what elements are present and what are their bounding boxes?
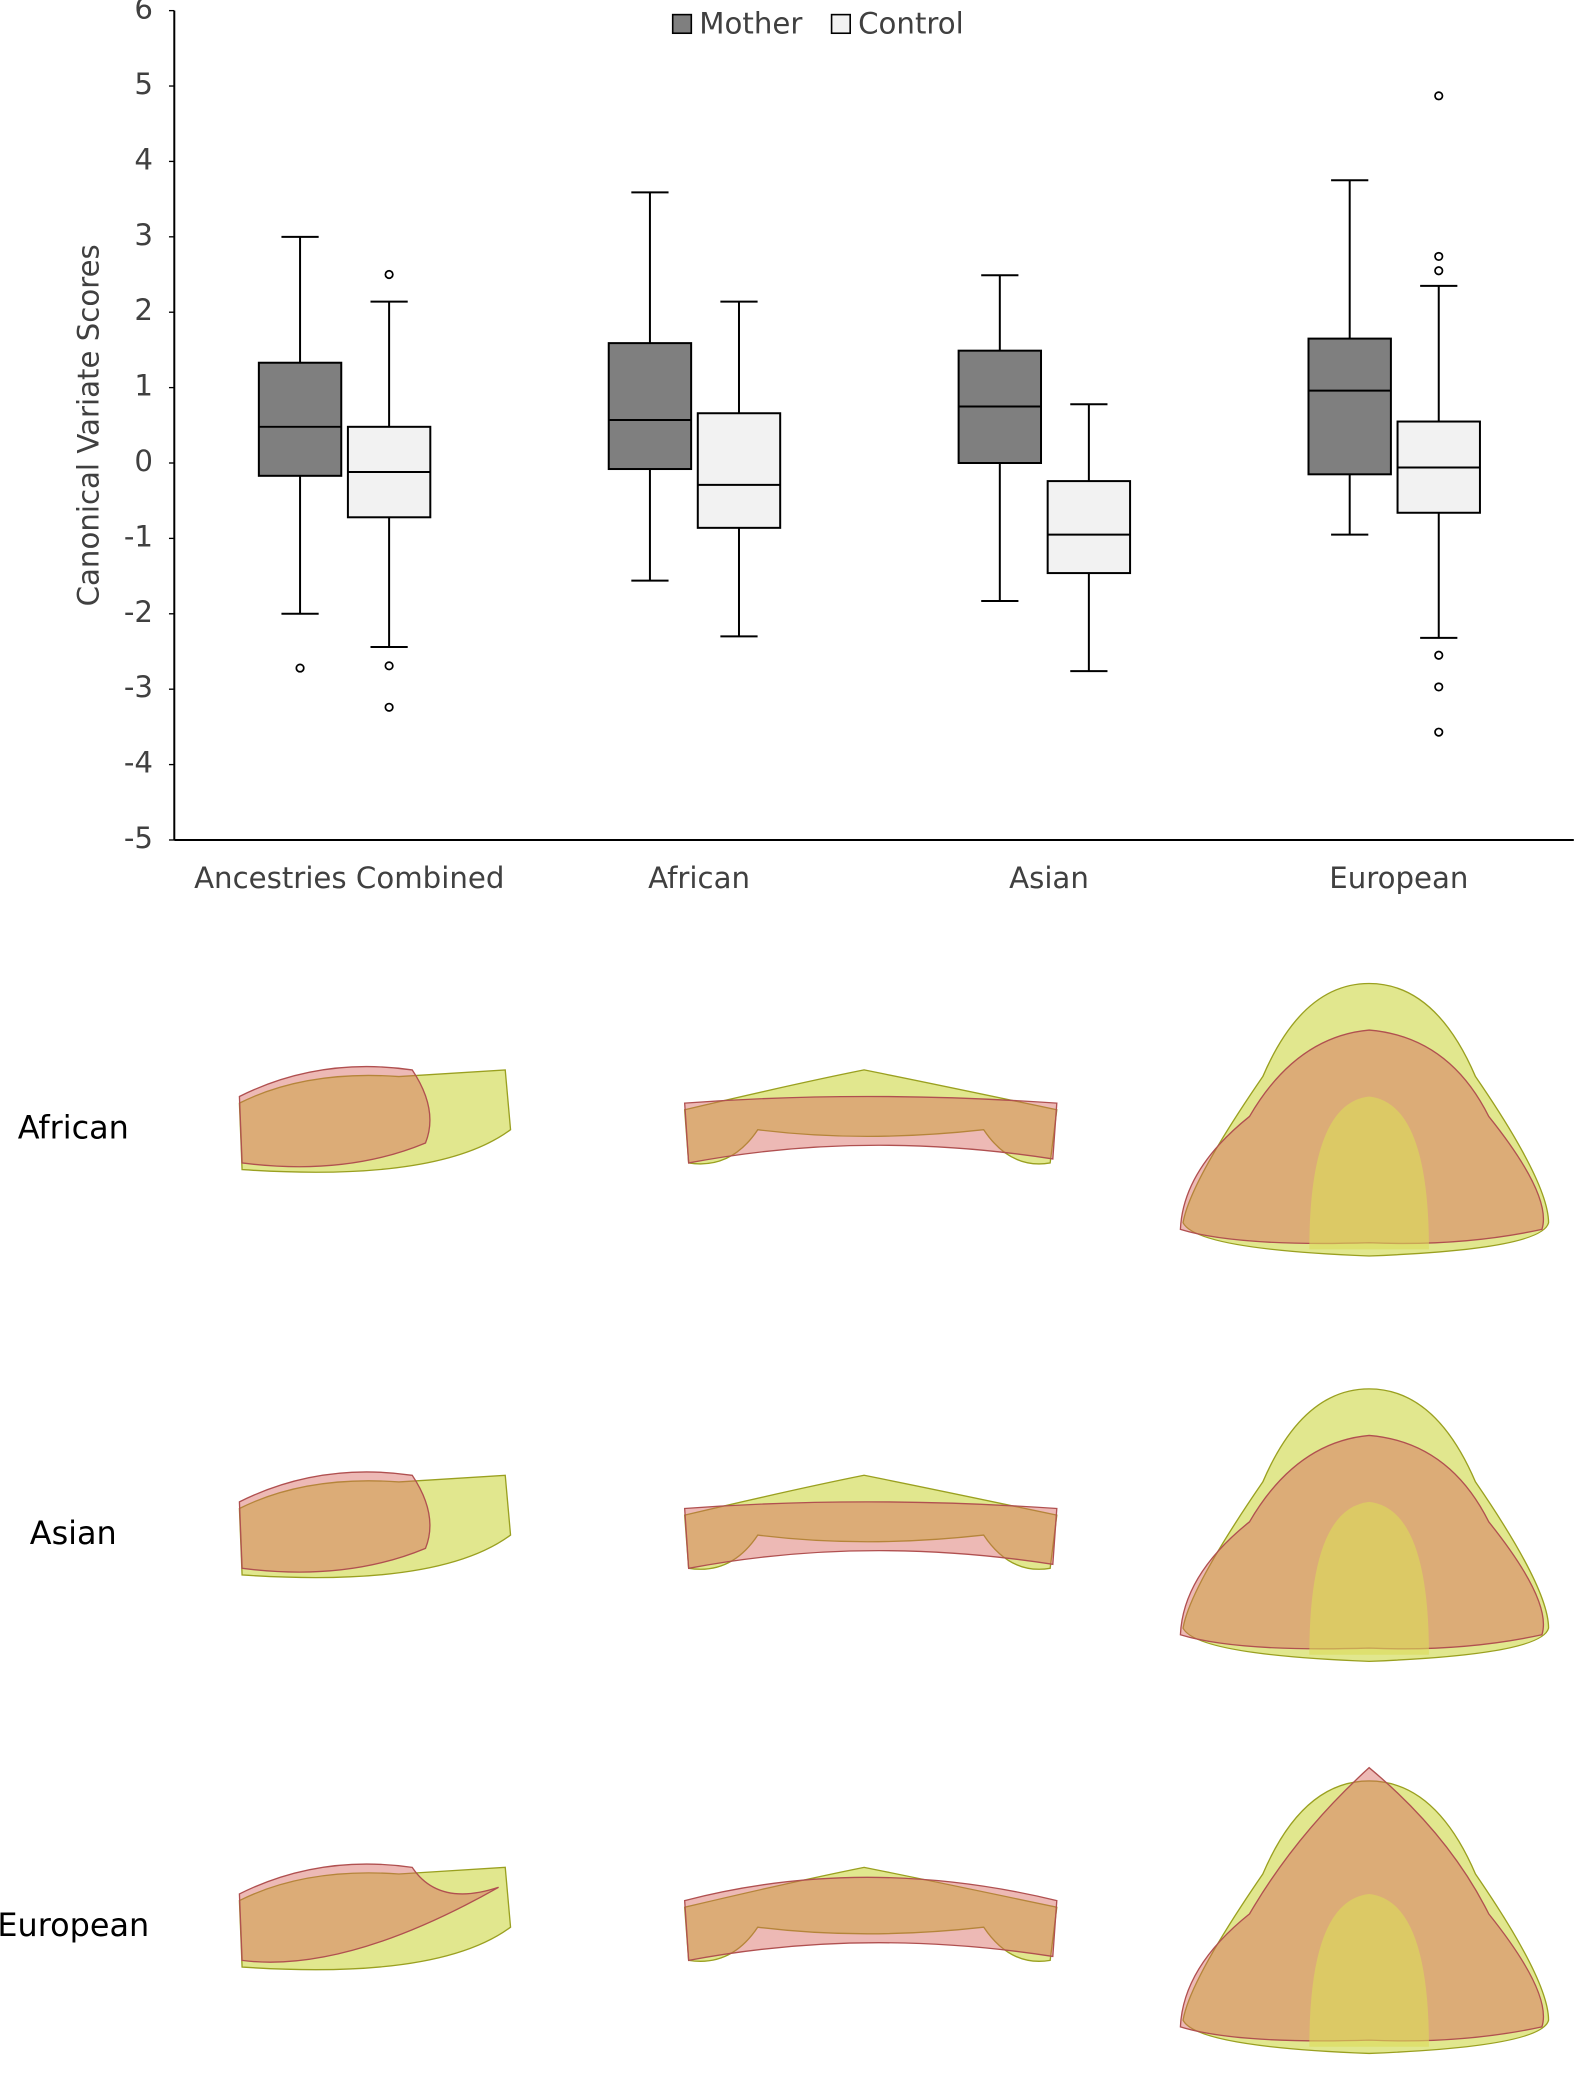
x-tick-label: Ancestries Combined [194,861,504,895]
row-label: African [18,1109,129,1147]
y-tick-label: 3 [134,218,153,252]
side-render [238,1065,431,1168]
outlier [384,702,394,712]
y-tick-label: 1 [134,369,153,403]
front-render [683,1095,1058,1164]
outlier [1434,682,1444,692]
front-render [683,1069,1058,1165]
front-render [683,1501,1058,1570]
outlier [1434,650,1444,660]
x-tick-label: Asian [1009,861,1089,895]
side-render [238,1866,512,1971]
y-tick-label: -2 [124,595,153,629]
legend-label: Mother [699,6,803,40]
outlier [1434,727,1444,737]
side-render [238,1474,512,1579]
y-tick-label: -3 [124,670,153,704]
box [1046,480,1132,575]
side-render [238,1863,499,1963]
x-tick-label: European [1329,861,1468,895]
legend-label: Control [858,6,964,40]
render-row [238,1388,1550,1663]
y-axis-title: Canonical Variate Scores [72,244,106,606]
front-render [683,1866,1058,1962]
legend-swatch [830,13,851,35]
outlier [1434,91,1444,101]
render-row [238,1766,1550,2055]
palate [1309,1096,1429,1250]
front-render [683,1876,1058,1962]
y-tick-label: 5 [134,67,153,101]
box [1307,337,1392,476]
y-tick-label: 4 [134,142,153,176]
outlier [295,663,305,673]
outlier [1434,266,1444,276]
side-render [238,1069,512,1173]
palate [1309,1893,1429,2047]
y-tick-label: 6 [134,0,153,26]
outlier [384,269,394,280]
box [607,342,693,471]
y-tick-label: -4 [124,746,153,780]
outlier [384,661,394,671]
palate [1309,1501,1429,1655]
y-tick-label: -1 [124,519,153,553]
render-row [238,982,1550,1257]
row-label: European [0,1906,149,1944]
y-tick-label: -5 [124,821,153,855]
outlier [1434,251,1444,262]
y-tick-label: 2 [134,293,153,327]
row-label: Asian [30,1514,117,1552]
x-tick-label: African [648,861,750,895]
front-render [683,1474,1058,1570]
legend-swatch [671,13,693,35]
side-render [238,1471,431,1573]
box [257,361,343,477]
box [696,412,782,529]
y-tick-label: 0 [134,444,153,478]
